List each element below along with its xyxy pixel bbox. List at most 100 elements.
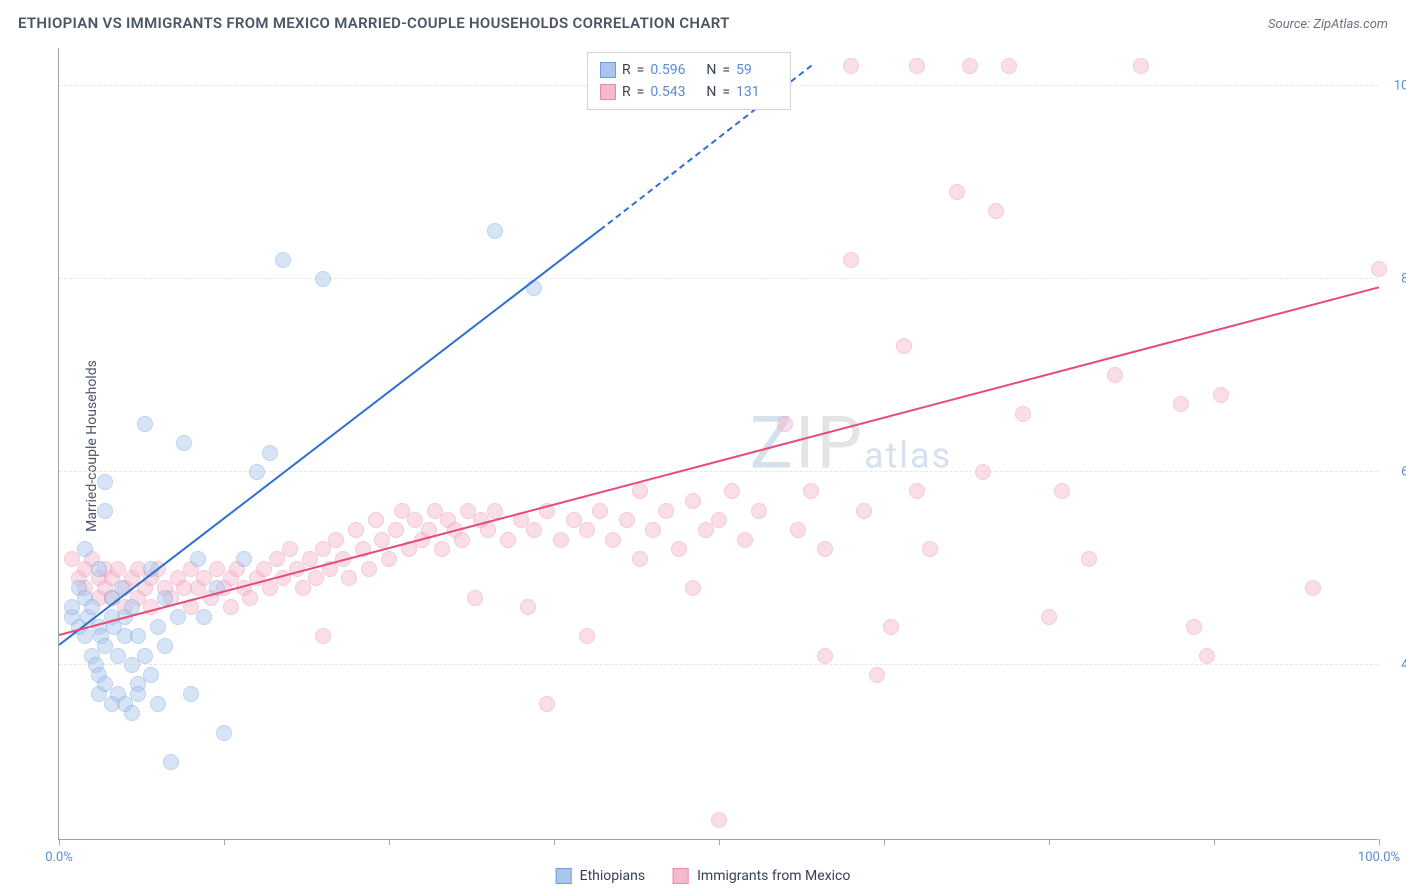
- data-point: [143, 667, 159, 683]
- data-point: [137, 416, 153, 432]
- data-point: [685, 580, 701, 596]
- correlation-legend: R=0.596N=59R=0.543N=131: [587, 52, 791, 110]
- x-tick: [1214, 839, 1215, 845]
- data-point: [737, 532, 753, 548]
- data-point: [1041, 609, 1057, 625]
- data-point: [619, 512, 635, 528]
- data-point: [1081, 551, 1097, 567]
- data-point: [658, 503, 674, 519]
- trend-line: [59, 287, 1379, 637]
- x-tick-label: 100.0%: [1358, 850, 1400, 865]
- y-tick-label: 60.0%: [1384, 464, 1406, 479]
- data-point: [183, 686, 199, 702]
- data-point: [553, 532, 569, 548]
- legend-swatch: [673, 868, 689, 884]
- data-point: [777, 416, 793, 432]
- data-point: [843, 252, 859, 268]
- data-point: [130, 628, 146, 644]
- data-point: [368, 512, 384, 528]
- data-point: [388, 522, 404, 538]
- x-tick: [59, 839, 60, 845]
- data-point: [77, 541, 93, 557]
- x-tick: [389, 839, 390, 845]
- data-point: [328, 532, 344, 548]
- data-point: [1173, 396, 1189, 412]
- data-point: [315, 628, 331, 644]
- data-point: [170, 609, 186, 625]
- data-point: [883, 619, 899, 635]
- data-point: [1186, 619, 1202, 635]
- legend-n-value: 131: [736, 81, 778, 103]
- x-tick: [224, 839, 225, 845]
- data-point: [1371, 261, 1387, 277]
- legend-bottom: EthiopiansImmigrants from Mexico: [556, 868, 851, 884]
- data-point: [520, 599, 536, 615]
- data-point: [1015, 406, 1031, 422]
- y-tick-label: 100.0%: [1384, 78, 1406, 93]
- data-point: [671, 541, 687, 557]
- data-point: [97, 503, 113, 519]
- legend-n-value: 59: [736, 59, 778, 81]
- data-point: [190, 551, 206, 567]
- x-tick: [884, 839, 885, 845]
- data-point: [196, 609, 212, 625]
- legend-item: Immigrants from Mexico: [673, 868, 850, 884]
- data-point: [454, 532, 470, 548]
- x-tick: [1379, 839, 1380, 845]
- data-point: [361, 561, 377, 577]
- data-point: [341, 570, 357, 586]
- correlation-legend-row: R=0.596N=59: [600, 59, 778, 81]
- data-point: [97, 474, 113, 490]
- grid-line: [59, 278, 1378, 279]
- data-point: [579, 522, 595, 538]
- data-point: [381, 551, 397, 567]
- legend-r-value: 0.543: [650, 81, 692, 103]
- legend-swatch: [600, 62, 616, 78]
- data-point: [500, 532, 516, 548]
- data-point: [724, 483, 740, 499]
- data-point: [487, 503, 503, 519]
- data-point: [157, 590, 173, 606]
- data-point: [315, 271, 331, 287]
- data-point: [1107, 367, 1123, 383]
- data-point: [1054, 483, 1070, 499]
- x-tick: [554, 839, 555, 845]
- legend-n-label: N: [706, 59, 716, 81]
- data-point: [275, 252, 291, 268]
- data-point: [539, 696, 555, 712]
- data-point: [843, 58, 859, 74]
- data-point: [467, 590, 483, 606]
- y-tick-label: 40.0%: [1384, 658, 1406, 673]
- data-point: [1213, 387, 1229, 403]
- x-tick-label: 0.0%: [45, 850, 73, 865]
- data-point: [632, 483, 648, 499]
- data-point: [137, 648, 153, 664]
- data-point: [711, 812, 727, 828]
- y-tick-label: 80.0%: [1384, 271, 1406, 286]
- legend-r-label: R: [622, 81, 631, 103]
- data-point: [236, 551, 252, 567]
- data-point: [922, 541, 938, 557]
- data-point: [790, 522, 806, 538]
- trend-line: [58, 229, 600, 646]
- data-point: [130, 686, 146, 702]
- data-point: [434, 541, 450, 557]
- grid-line: [59, 664, 1378, 665]
- data-point: [962, 58, 978, 74]
- legend-swatch: [600, 84, 616, 100]
- data-point: [163, 754, 179, 770]
- data-point: [869, 667, 885, 683]
- data-point: [896, 338, 912, 354]
- data-point: [592, 503, 608, 519]
- data-point: [949, 184, 965, 200]
- data-point: [685, 493, 701, 509]
- data-point: [909, 58, 925, 74]
- data-point: [751, 503, 767, 519]
- legend-r-value: 0.596: [650, 59, 692, 81]
- data-point: [249, 464, 265, 480]
- legend-r-label: R: [622, 59, 631, 81]
- x-tick: [1049, 839, 1050, 845]
- legend-label: Immigrants from Mexico: [697, 868, 850, 884]
- data-point: [1001, 58, 1017, 74]
- data-point: [124, 705, 140, 721]
